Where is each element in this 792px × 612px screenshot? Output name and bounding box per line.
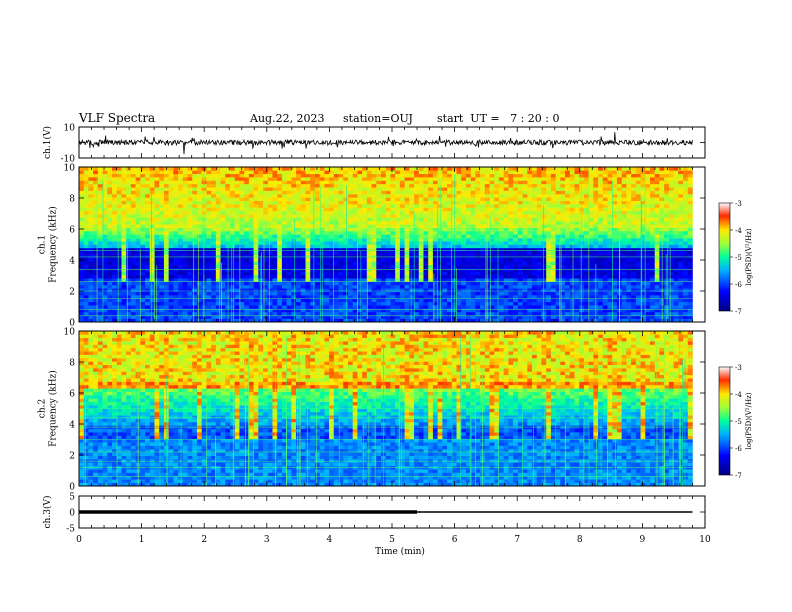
panel-frame-3 — [78, 495, 706, 529]
y-axis-label-3: ch.3(V) — [42, 496, 53, 529]
y-tick-label-2: 0 — [69, 483, 75, 493]
y-tick-label-1: 2 — [69, 288, 75, 298]
x-tick-label: 10 — [699, 535, 711, 545]
colorbar-label: log(PSD)(V²/Hz) — [745, 228, 753, 285]
colorbar-ch2 — [718, 366, 731, 476]
x-tick-label: 1 — [139, 535, 145, 545]
x-tick-label: 6 — [452, 535, 458, 545]
y-axis-label-1: ch.1 — [38, 235, 48, 254]
y-tick-label-2: 10 — [64, 328, 76, 338]
x-tick-label: 3 — [264, 535, 270, 545]
y-tick-label-0: 10 — [64, 124, 76, 134]
y-tick-label-1: 0 — [69, 319, 75, 329]
y-tick-label-1: 8 — [69, 195, 75, 205]
x-tick-label: 4 — [327, 535, 333, 545]
panel-frame-1 — [78, 166, 706, 323]
colorbar-tick-label: -3 — [735, 200, 742, 208]
colorbar-tick-label: -4 — [735, 227, 742, 235]
start-time-label: start UT = 7 : 20 : 0 — [437, 112, 560, 125]
x-tick-label: 9 — [640, 535, 646, 545]
spectrogram-ch1 — [79, 167, 693, 323]
colorbar-tick-label: -3 — [735, 364, 742, 372]
y-axis-label-0: ch.1(V) — [42, 126, 53, 159]
y-tick-label-0: -10 — [61, 155, 76, 165]
colorbar-tick-label: -6 — [735, 281, 742, 289]
colorbar-ch1 — [718, 202, 731, 312]
colorbar-tick-label: -7 — [735, 472, 742, 480]
station-label: station=OUJ — [343, 112, 413, 125]
y-tick-label-3: -5 — [66, 525, 75, 535]
x-tick-label: 5 — [389, 535, 395, 545]
x-axis-label: Time (min) — [375, 546, 425, 557]
y-tick-label-1: 4 — [69, 257, 75, 267]
x-tick-label: 0 — [76, 535, 82, 545]
spectrogram-ch2 — [79, 331, 693, 487]
y-axis-label-1: Frequency (kHz) — [48, 206, 59, 283]
panel-frame-0 — [78, 126, 706, 159]
colorbar-tick-label: -5 — [735, 418, 742, 426]
date-label: Aug.22, 2023 — [250, 112, 325, 125]
y-tick-label-2: 6 — [69, 390, 75, 400]
colorbar-tick-label: -7 — [735, 308, 742, 316]
colorbar-tick-label: -5 — [735, 254, 742, 262]
y-tick-label-1: 10 — [64, 164, 76, 174]
x-tick-label: 8 — [577, 535, 583, 545]
y-axis-label-2: ch.2 — [38, 399, 48, 418]
y-tick-label-2: 2 — [69, 452, 75, 462]
y-tick-label-2: 4 — [69, 421, 75, 431]
figure-title: VLF Spectra — [79, 111, 156, 125]
x-tick-label: 2 — [201, 535, 207, 545]
panel-frame-2 — [78, 330, 706, 487]
x-tick-label: 7 — [514, 535, 520, 545]
ch1-waveform-line — [78, 132, 693, 155]
colorbar-tick-label: -4 — [735, 391, 742, 399]
colorbar-label: log(PSD)(V²/Hz) — [745, 392, 753, 449]
y-tick-label-3: 0 — [69, 509, 75, 519]
y-axis-label-2: Frequency (kHz) — [48, 370, 59, 447]
colorbar-tick-label: -6 — [735, 445, 742, 453]
y-tick-label-2: 8 — [69, 359, 75, 369]
y-tick-label-1: 6 — [69, 226, 75, 236]
y-tick-label-3: 5 — [69, 493, 75, 503]
